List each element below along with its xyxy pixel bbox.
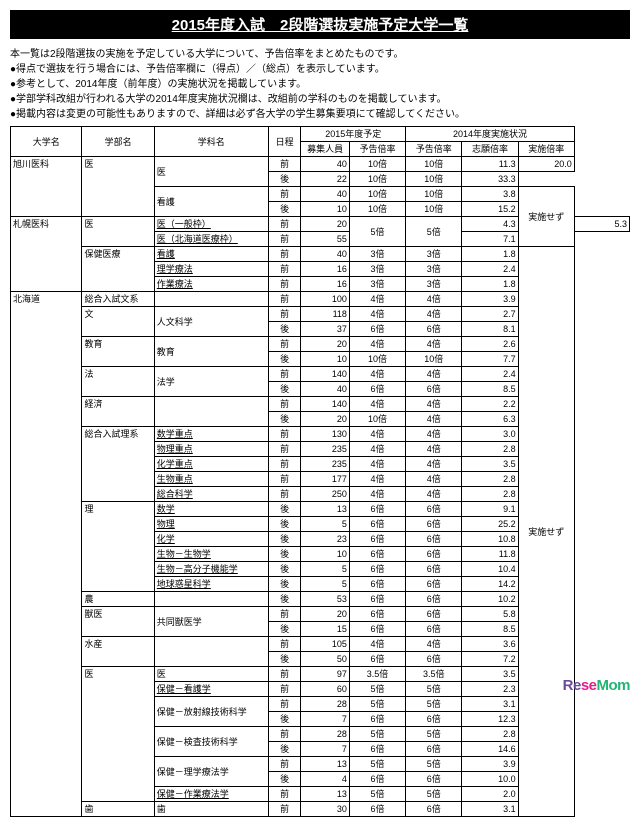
hdr-univ: 大学名 [11, 127, 82, 157]
hdr-fac: 学部名 [82, 127, 154, 157]
hdr-2015: 2015年度予定 [301, 127, 406, 142]
page-title: 2015年度入試 2段階選抜実施予定大学一覧 [10, 10, 630, 39]
hdr-announced: 予告倍率 [349, 142, 405, 157]
selection-table: 大学名 学部名 学科名 日程 2015年度予定 2014年度実施状況 募集人員 … [10, 126, 630, 817]
hdr-apply: 志願倍率 [462, 142, 518, 157]
hdr-actual: 実施倍率 [518, 142, 574, 157]
brand-logo: ReseMom [563, 677, 630, 694]
note-line: ●参考として、2014年度（前年度）の実施状況を掲載しています。 [10, 77, 630, 92]
note-line: ●学部学科改組が行われる大学の2014年度実施状況欄は、改組前の学科のものを掲載… [10, 92, 630, 107]
note-line: 本一覧は2段階選抜の実施を予定している大学について、予告倍率をまとめたものです。 [10, 47, 630, 62]
table-row: 旭川医科医医前4010倍10倍11.320.0 [11, 157, 630, 172]
notes-block: 本一覧は2段階選抜の実施を予定している大学について、予告倍率をまとめたものです。… [10, 47, 630, 122]
hdr-2014: 2014年度実施状況 [406, 127, 575, 142]
table-row: 保健医療看護前403倍3倍1.8実施せず [11, 247, 630, 262]
hdr-recruit: 募集人員 [301, 142, 350, 157]
hdr-dept: 学科名 [154, 127, 268, 157]
note-line: ●得点で選抜を行う場合には、予告倍率欄に（得点）／（総点）を表示しています。 [10, 62, 630, 77]
note-line: ●掲載内容は変更の可能性もありますので、詳細は必ず各大学の学生募集要項にて確認し… [10, 107, 630, 122]
hdr-announced2: 予告倍率 [406, 142, 462, 157]
hdr-sched: 日程 [268, 127, 301, 157]
